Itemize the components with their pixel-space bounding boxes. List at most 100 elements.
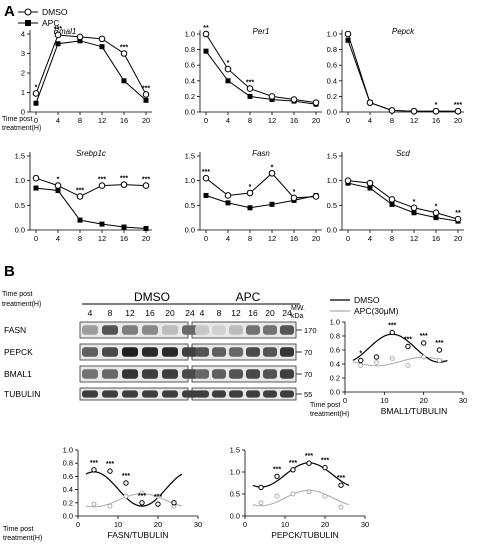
y-tick-label: 0.5 — [15, 201, 25, 210]
x-tick-label: 20 — [312, 234, 320, 243]
band — [102, 390, 118, 398]
dmso-line — [347, 33, 458, 112]
apc-line — [205, 50, 317, 105]
significance-mark: *** — [122, 473, 130, 480]
significance-mark: *** — [142, 85, 150, 92]
x-tick-label: 8 — [390, 234, 394, 243]
x-tick-label: 16 — [120, 234, 128, 243]
dmso-point — [142, 91, 150, 98]
dmso-point — [312, 193, 320, 200]
dmso-point — [454, 215, 462, 223]
band — [246, 347, 260, 357]
y-tick-label: 0.0 — [15, 226, 25, 235]
dmso-point — [410, 204, 418, 212]
y-tick-label: 0.0 — [230, 512, 240, 521]
y-tick-label: 1.5 — [15, 152, 25, 161]
band-label: FASN — [4, 325, 26, 335]
significance-mark: * — [227, 60, 230, 67]
band — [212, 369, 226, 379]
dmso-line — [347, 180, 459, 220]
apc-point — [143, 97, 149, 103]
apc-line — [347, 40, 458, 112]
x-tick-label: 16 — [432, 116, 440, 125]
y-tick-label: 1.5 — [185, 152, 195, 161]
band — [195, 390, 209, 398]
band — [263, 347, 277, 357]
band — [162, 347, 178, 357]
x-tick-label: 10 — [281, 520, 289, 529]
x-tick-label: 12 — [98, 116, 106, 125]
x-tick-label: 4 — [56, 116, 60, 125]
dmso-point — [76, 193, 84, 200]
y-tick-label: 0.6 — [63, 472, 73, 481]
x-tick-label: 4 — [368, 116, 372, 125]
dmso-point — [123, 480, 129, 486]
group-dmso-label: DMSO — [134, 290, 170, 304]
band — [280, 369, 294, 379]
cosinor-legend: DMSO APC(30μM) — [330, 295, 399, 316]
dmso-point — [338, 482, 344, 488]
y-tick-label: 1.0 — [230, 468, 240, 477]
dmso-line — [205, 33, 317, 104]
lane-time-label: 12 — [125, 308, 135, 318]
dmso-point — [290, 194, 298, 202]
dmso-fit-curve — [252, 462, 350, 488]
lane-time-label: 20 — [165, 308, 175, 318]
apc-point — [258, 500, 264, 506]
lane-time-label: 20 — [265, 308, 275, 318]
x-tick-label: 4 — [368, 234, 372, 243]
significance-mark: *** — [289, 460, 297, 467]
dmso-point — [389, 329, 395, 336]
dmso-point — [98, 35, 106, 43]
x-tick-label: 20 — [142, 116, 150, 125]
y-tick-label: 1.0 — [330, 318, 340, 327]
dmso-point — [54, 182, 62, 189]
y-tick-label: 1.0 — [327, 30, 337, 39]
dmso-point — [312, 99, 320, 106]
dmso-point — [432, 107, 440, 115]
dmso-point — [268, 169, 276, 177]
x-tick-label: 12 — [410, 116, 418, 125]
band — [263, 390, 277, 398]
y-tick-label: 0.4 — [185, 76, 195, 85]
band — [142, 390, 158, 398]
dmso-point — [91, 467, 97, 473]
x-tick-label: 16 — [290, 116, 298, 125]
apc-line — [347, 182, 459, 222]
y-tick-label: 0.0 — [185, 108, 195, 117]
lane-time-label: 8 — [217, 308, 222, 318]
y-tick-label: 0 — [21, 108, 25, 117]
apc-point — [274, 493, 280, 499]
cosinor-legend-dmso: DMSO — [354, 295, 380, 305]
dmso-point — [120, 50, 128, 57]
cosinor-legend-apc: APC(30μM) — [354, 306, 399, 316]
dmso-line — [205, 172, 317, 199]
band-label: BMAL1 — [4, 369, 32, 379]
significance-mark: *** — [388, 323, 396, 330]
panel-a-legend: DMSO APC — [18, 7, 68, 28]
apc-point — [33, 100, 39, 106]
x-tick-label: 12 — [98, 234, 106, 243]
dmso-fit-curve — [85, 471, 183, 507]
gene-title: Per1 — [253, 27, 270, 36]
dmso-point — [171, 500, 177, 506]
x-tick-label: 4 — [56, 234, 60, 243]
x-tick-label: 0 — [343, 396, 347, 405]
apc-point — [358, 362, 364, 368]
dmso-point — [344, 177, 352, 184]
y-tick-label: 0.5 — [230, 490, 240, 499]
significance-mark: * — [293, 189, 296, 196]
dmso-point — [388, 107, 396, 114]
western-blot: Time post treatment(H) DMSO APC MW. kDa … — [2, 290, 317, 401]
dmso-line — [35, 34, 147, 95]
y-tick-label: 0.8 — [185, 45, 195, 54]
band — [82, 347, 98, 357]
apc-point — [203, 48, 209, 54]
cosinor-chart-2: 0.0 0.5 1.0 1.5 0 10 20 30 *** *** *** *** *** PEPCK/… — [230, 446, 370, 541]
band — [212, 325, 226, 335]
significance-mark: *** — [454, 102, 462, 109]
band — [195, 347, 209, 357]
gene-title: Srebp1c — [76, 149, 106, 158]
band — [212, 347, 226, 357]
